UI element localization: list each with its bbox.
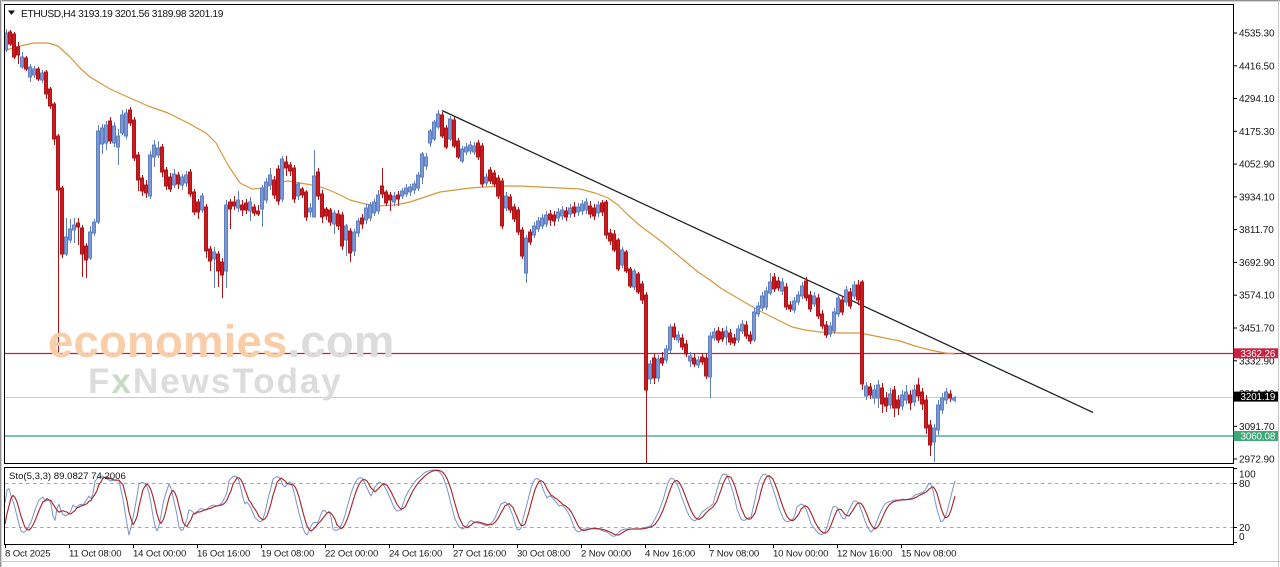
svg-text:20: 20	[1239, 523, 1251, 534]
svg-text:3060.08: 3060.08	[1241, 432, 1276, 443]
svg-text:3934.10: 3934.10	[1239, 192, 1275, 203]
svg-text:3811.70: 3811.70	[1239, 225, 1274, 236]
svg-text:3692.90: 3692.90	[1239, 258, 1275, 269]
svg-text:22 Oct 00:00: 22 Oct 00:00	[325, 549, 378, 560]
svg-text:80: 80	[1239, 479, 1251, 490]
svg-text:24 Oct 16:00: 24 Oct 16:00	[389, 549, 442, 560]
svg-text:FxNewsToday: FxNewsToday	[88, 362, 343, 401]
svg-text:ETHUSD,H4 3193.19 3201.56 318: ETHUSD,H4 3193.19 3201.56 3189.98 3201.1…	[21, 9, 224, 20]
svg-text:19 Oct 08:00: 19 Oct 08:00	[261, 549, 314, 560]
svg-text:15 Nov 08:00: 15 Nov 08:00	[901, 549, 956, 560]
svg-text:3201.19: 3201.19	[1241, 392, 1276, 403]
svg-text:3362.26: 3362.26	[1241, 349, 1276, 360]
svg-text:3451.70: 3451.70	[1239, 324, 1275, 335]
svg-text:8 Oct 2025: 8 Oct 2025	[5, 549, 50, 560]
svg-text:3332.90: 3332.90	[1239, 356, 1275, 367]
svg-text:4052.90: 4052.90	[1239, 160, 1275, 171]
svg-text:4416.50: 4416.50	[1239, 61, 1275, 72]
svg-text:Sto(5,3,3) 89.0827 74.2006: Sto(5,3,3) 89.0827 74.2006	[9, 471, 126, 482]
svg-text:economies.com: economies.com	[48, 316, 395, 367]
svg-text:4175.30: 4175.30	[1239, 127, 1275, 138]
svg-text:16 Oct 16:00: 16 Oct 16:00	[197, 549, 250, 560]
svg-text:4 Nov 16:00: 4 Nov 16:00	[645, 549, 695, 560]
svg-text:12 Nov 16:00: 12 Nov 16:00	[837, 549, 892, 560]
svg-text:30 Oct 08:00: 30 Oct 08:00	[517, 549, 570, 560]
svg-text:11 Oct 08:00: 11 Oct 08:00	[69, 549, 121, 560]
svg-text:4535.30: 4535.30	[1239, 29, 1275, 40]
svg-text:27 Oct 16:00: 27 Oct 16:00	[453, 549, 506, 560]
svg-text:0: 0	[1239, 532, 1245, 543]
svg-text:3091.70: 3091.70	[1239, 422, 1275, 433]
svg-text:10 Nov 00:00: 10 Nov 00:00	[773, 549, 828, 560]
svg-text:14 Oct 00:00: 14 Oct 00:00	[133, 549, 186, 560]
svg-text:3574.10: 3574.10	[1239, 291, 1275, 302]
svg-text:2972.90: 2972.90	[1239, 455, 1275, 466]
svg-text:7 Nov 08:00: 7 Nov 08:00	[709, 549, 759, 560]
svg-text:100: 100	[1239, 470, 1256, 481]
svg-text:2 Nov 00:00: 2 Nov 00:00	[581, 549, 631, 560]
svg-text:4294.10: 4294.10	[1239, 94, 1275, 105]
